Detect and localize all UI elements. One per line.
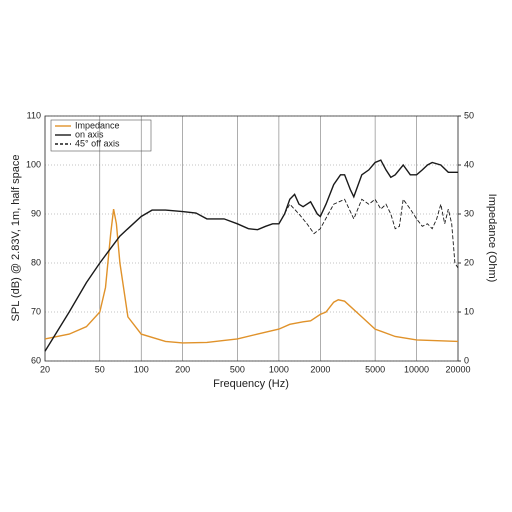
x-axis-label: Frequency (Hz) — [213, 378, 289, 390]
legend-box — [50, 119, 152, 152]
y-axis-label: SPL (dB) @ 2.83V, 1m, half space — [10, 155, 22, 322]
series-line — [278, 198, 459, 269]
x-tick-label: 20 — [40, 364, 50, 374]
x-tick-label: 200 — [175, 364, 190, 374]
y2-tick-label: 40 — [464, 159, 474, 169]
x-tick-label: 1000 — [269, 364, 289, 374]
y-tick-label: 80 — [31, 257, 41, 267]
x-tick-label: 5000 — [365, 364, 385, 374]
x-tick-label: 50 — [95, 364, 105, 374]
x-tick-label: 10000 — [404, 364, 429, 374]
y-tick-label: 90 — [31, 208, 41, 218]
legend-label: on axis — [75, 129, 104, 139]
legend-label: Impedance — [75, 120, 120, 130]
plot-frame — [44, 115, 459, 362]
y2-tick-label: 20 — [464, 257, 474, 267]
y2-tick-label: 30 — [464, 208, 474, 218]
y2-tick-label: 0 — [464, 355, 469, 365]
series-line — [44, 208, 459, 344]
y2-tick-label: 10 — [464, 306, 474, 316]
x-tick-label: 100 — [134, 364, 149, 374]
y-tick-label: 70 — [31, 306, 41, 316]
y2-axis-label: Impedance (Ohm) — [486, 194, 498, 283]
y-tick-label: 60 — [31, 355, 41, 365]
x-tick-label: 500 — [230, 364, 245, 374]
y2-tick-label: 50 — [464, 110, 474, 120]
x-tick-label: 2000 — [310, 364, 330, 374]
legend-label: 45° off axis — [75, 138, 120, 148]
y-tick-label: 100 — [26, 159, 41, 169]
series-line — [44, 159, 458, 352]
y-tick-label: 110 — [27, 110, 41, 120]
x-tick-label: 20000 — [445, 364, 470, 374]
